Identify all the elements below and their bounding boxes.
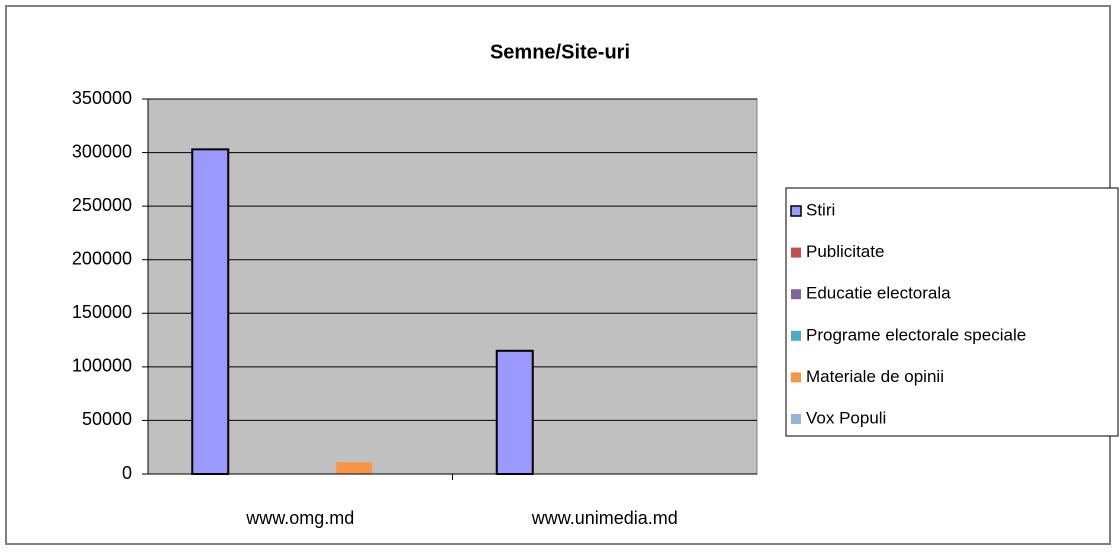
y-tick-label: 0	[122, 463, 132, 483]
bar	[495, 349, 534, 475]
legend-label: Programe electorale speciale	[806, 325, 1026, 344]
bar	[336, 462, 373, 474]
y-tick-label: 50000	[82, 409, 132, 429]
legend-box	[785, 187, 1119, 437]
legend-label: Publicitate	[806, 242, 884, 261]
x-tick-label: www.unimedia.md	[531, 508, 678, 528]
chart-title: Semne/Site-uri	[490, 41, 630, 63]
y-tick-label: 300000	[72, 141, 132, 161]
legend-label: Vox Populi	[806, 408, 886, 427]
y-tick-label: 200000	[72, 248, 132, 268]
plot-area	[147, 98, 758, 475]
legend-swatch	[791, 414, 801, 424]
legend-swatch	[791, 330, 801, 341]
y-tick-label: 150000	[72, 302, 132, 322]
legend-label: Stiri	[806, 200, 835, 219]
y-tick-label: 100000	[72, 356, 132, 376]
legend-label: Materiale de opinii	[806, 367, 944, 386]
x-tick-label: www.omg.md	[245, 508, 354, 528]
bar	[191, 148, 230, 475]
legend-swatch	[791, 372, 801, 383]
legend-swatch	[791, 289, 801, 300]
y-tick-label: 350000	[72, 88, 132, 108]
legend-label: Educatie electorala	[806, 284, 951, 303]
legend-swatch	[791, 247, 801, 258]
legend-swatch	[790, 205, 802, 217]
y-tick-label: 250000	[72, 195, 132, 215]
